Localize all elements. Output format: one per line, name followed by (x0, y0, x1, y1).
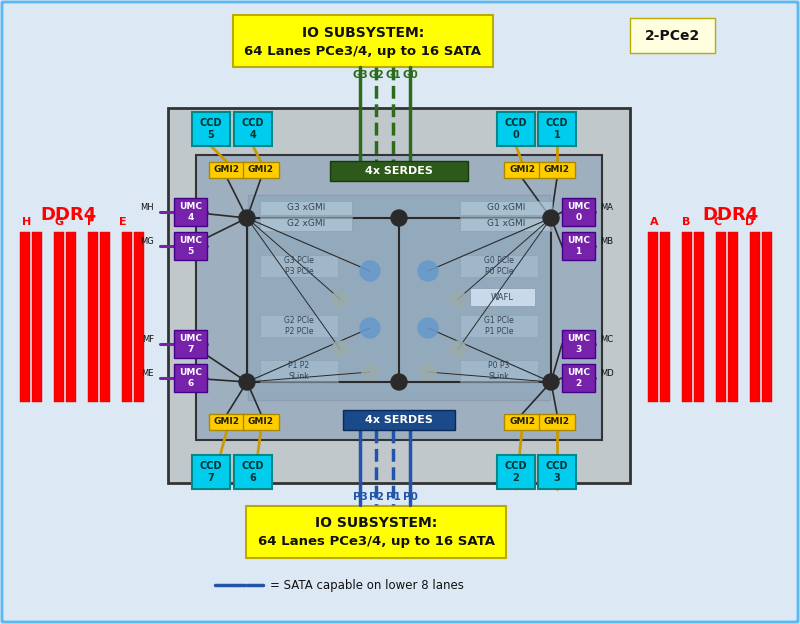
Bar (539, 162, 575, 178)
Bar (562, 364, 595, 392)
Text: G2: G2 (368, 70, 384, 80)
Circle shape (239, 210, 255, 226)
Bar (174, 330, 207, 358)
Bar (330, 161, 468, 181)
Text: 4x SERDES: 4x SERDES (365, 415, 433, 425)
Bar (260, 360, 338, 382)
Bar (209, 414, 245, 430)
Circle shape (420, 364, 436, 380)
Bar (562, 330, 595, 358)
Text: UMC
5: UMC 5 (179, 236, 202, 256)
Text: CCD
5: CCD 5 (200, 118, 222, 140)
Text: IO SUBSYSTEM:: IO SUBSYSTEM: (302, 26, 424, 40)
Text: MB: MB (600, 238, 613, 246)
Bar (660, 232, 670, 402)
Text: IO SUBSYSTEM:: IO SUBSYSTEM: (315, 516, 437, 530)
Text: UMC
1: UMC 1 (567, 236, 590, 256)
Text: MA: MA (600, 203, 613, 213)
Text: P1 P2
SLink: P1 P2 SLink (289, 361, 310, 381)
Text: CCD
7: CCD 7 (200, 461, 222, 483)
Text: F: F (87, 217, 94, 227)
Text: MC: MC (600, 336, 613, 344)
Bar (234, 112, 272, 146)
Bar (694, 232, 704, 402)
Circle shape (418, 318, 438, 338)
Bar (174, 364, 207, 392)
Text: UMC
0: UMC 0 (567, 202, 590, 222)
Bar (122, 232, 132, 402)
Text: GMI2: GMI2 (509, 417, 535, 426)
Circle shape (391, 374, 407, 390)
Text: CCD
0: CCD 0 (505, 118, 527, 140)
Text: G3: G3 (352, 70, 368, 80)
Bar (728, 232, 738, 402)
Bar (233, 15, 493, 67)
Circle shape (450, 291, 466, 307)
Text: G1 PCIe
P1 PCIe: G1 PCIe P1 PCIe (484, 316, 514, 336)
Text: G3 PCIe
P3 PCIe: G3 PCIe P3 PCIe (284, 256, 314, 276)
Text: GMI2: GMI2 (248, 165, 274, 175)
Text: DDR4: DDR4 (702, 206, 758, 224)
Bar (630, 18, 715, 53)
Bar (562, 232, 595, 260)
Bar (174, 232, 207, 260)
Bar (460, 255, 538, 277)
Text: G0 PCIe
P0 PCIe: G0 PCIe P0 PCIe (484, 256, 514, 276)
Text: 64 Lanes PCe3/4, up to 16 SATA: 64 Lanes PCe3/4, up to 16 SATA (245, 44, 482, 57)
Text: E: E (119, 217, 127, 227)
Text: MG: MG (140, 238, 154, 246)
Text: P1: P1 (386, 492, 401, 502)
Bar (260, 255, 338, 277)
Bar (192, 112, 230, 146)
Bar (20, 232, 30, 402)
Text: G3 xGMI: G3 xGMI (287, 203, 325, 213)
Text: A: A (650, 217, 658, 227)
Text: CCD
6: CCD 6 (242, 461, 264, 483)
Bar (246, 506, 506, 558)
Bar (538, 455, 576, 489)
Bar (460, 315, 538, 337)
Bar (243, 414, 279, 430)
Circle shape (360, 318, 380, 338)
Text: GMI2: GMI2 (509, 165, 535, 175)
Bar (260, 201, 352, 215)
Text: = SATA capable on lower 8 lanes: = SATA capable on lower 8 lanes (270, 578, 464, 592)
Bar (343, 410, 455, 430)
Text: G: G (54, 217, 63, 227)
Bar (716, 232, 726, 402)
Text: GMI2: GMI2 (214, 165, 240, 175)
Bar (762, 232, 772, 402)
Bar (260, 315, 338, 337)
Text: CCD
3: CCD 3 (546, 461, 568, 483)
Bar (260, 217, 352, 231)
Text: H: H (22, 217, 32, 227)
Bar (504, 162, 540, 178)
Text: G1: G1 (385, 70, 401, 80)
Bar (504, 414, 540, 430)
Bar (562, 198, 595, 226)
Text: UMC
6: UMC 6 (179, 368, 202, 388)
Text: MD: MD (600, 369, 614, 379)
Bar (497, 455, 535, 489)
Bar (460, 201, 552, 215)
Text: 2-PCe2: 2-PCe2 (644, 29, 700, 43)
Bar (750, 232, 760, 402)
Text: P3: P3 (353, 492, 367, 502)
Text: B: B (682, 217, 690, 227)
Text: GMI2: GMI2 (544, 417, 570, 426)
Circle shape (391, 210, 407, 226)
Bar (100, 232, 110, 402)
Text: WAFL: WAFL (490, 293, 514, 301)
Bar (66, 232, 76, 402)
Bar (248, 195, 550, 400)
Bar (209, 162, 245, 178)
Text: CCD
1: CCD 1 (546, 118, 568, 140)
Text: G2 xGMI: G2 xGMI (287, 220, 325, 228)
Circle shape (450, 341, 466, 357)
Circle shape (360, 261, 380, 281)
Circle shape (543, 210, 559, 226)
Bar (174, 198, 207, 226)
Text: CCD
4: CCD 4 (242, 118, 264, 140)
Text: C: C (714, 217, 722, 227)
